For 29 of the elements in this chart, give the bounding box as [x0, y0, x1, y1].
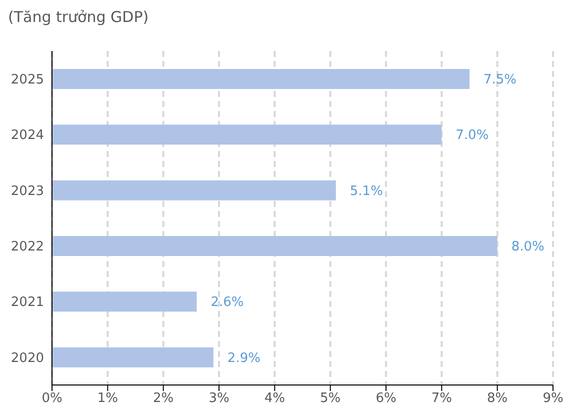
x-tick-label: 9%: [542, 391, 564, 406]
chart-title: (Tăng trưởng GDP): [8, 8, 149, 26]
x-tick-label: 5%: [320, 391, 341, 406]
bar: [52, 124, 442, 145]
y-tick-label: 2024: [10, 128, 44, 144]
y-tick-label: 2020: [10, 350, 44, 366]
x-tick-label: 0%: [42, 391, 62, 406]
x-tick-label: 6%: [376, 391, 396, 406]
data-label: 5.1%: [350, 184, 383, 199]
x-tick-label: 7%: [431, 391, 452, 406]
bar: [52, 180, 336, 200]
data-label: 2.9%: [227, 350, 260, 366]
data-label: 7.0%: [456, 128, 489, 144]
bar: [52, 347, 214, 368]
data-label: 2.6%: [210, 295, 244, 310]
data-label: 7.5%: [484, 72, 517, 88]
x-tick-label: 2%: [153, 391, 174, 406]
x-tick-label: 3%: [208, 391, 230, 406]
y-tick-label: 2023: [10, 184, 44, 199]
y-tick-label: 2022: [10, 239, 44, 254]
y-tick-label: 2021: [10, 295, 44, 310]
bar: [52, 292, 197, 312]
x-tick-label: 4%: [264, 391, 285, 406]
y-tick-label: 2025: [10, 72, 44, 88]
bar: [52, 69, 470, 89]
x-tick-label: 1%: [97, 391, 118, 406]
x-tick-label: 8%: [487, 391, 508, 406]
bar: [52, 236, 498, 256]
data-label: 8.0%: [511, 240, 544, 255]
